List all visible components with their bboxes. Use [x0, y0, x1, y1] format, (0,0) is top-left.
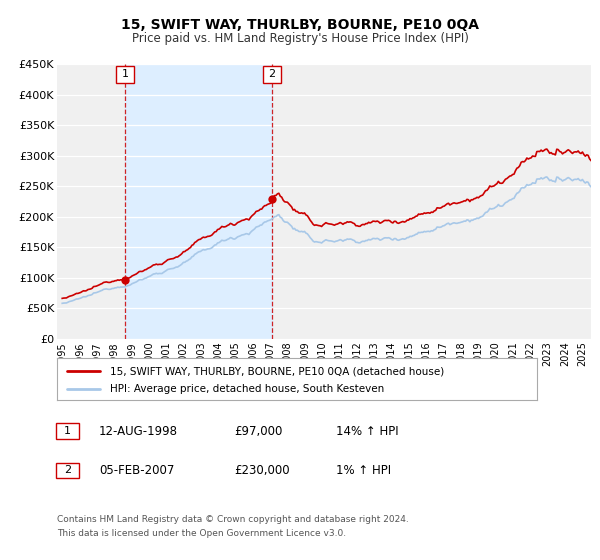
Text: 05-FEB-2007: 05-FEB-2007: [99, 464, 175, 477]
Text: 1% ↑ HPI: 1% ↑ HPI: [336, 464, 391, 477]
Text: 15, SWIFT WAY, THURLBY, BOURNE, PE10 0QA (detached house): 15, SWIFT WAY, THURLBY, BOURNE, PE10 0QA…: [110, 366, 444, 376]
Text: 1: 1: [64, 426, 71, 436]
Text: Price paid vs. HM Land Registry's House Price Index (HPI): Price paid vs. HM Land Registry's House …: [131, 32, 469, 45]
Text: This data is licensed under the Open Government Licence v3.0.: This data is licensed under the Open Gov…: [57, 529, 346, 538]
FancyBboxPatch shape: [116, 66, 134, 83]
Bar: [125, 64, 272, 339]
Text: HPI: Average price, detached house, South Kesteven: HPI: Average price, detached house, Sout…: [110, 384, 384, 394]
Text: 15, SWIFT WAY, THURLBY, BOURNE, PE10 0QA: 15, SWIFT WAY, THURLBY, BOURNE, PE10 0QA: [121, 18, 479, 32]
Text: 1: 1: [121, 69, 128, 79]
Text: 2: 2: [268, 69, 275, 79]
Text: 14% ↑ HPI: 14% ↑ HPI: [336, 424, 398, 438]
FancyBboxPatch shape: [263, 66, 281, 83]
Text: 12-AUG-1998: 12-AUG-1998: [99, 424, 178, 438]
Text: Contains HM Land Registry data © Crown copyright and database right 2024.: Contains HM Land Registry data © Crown c…: [57, 515, 409, 524]
Text: £97,000: £97,000: [234, 424, 283, 438]
Text: £230,000: £230,000: [234, 464, 290, 477]
Text: 2: 2: [64, 465, 71, 475]
